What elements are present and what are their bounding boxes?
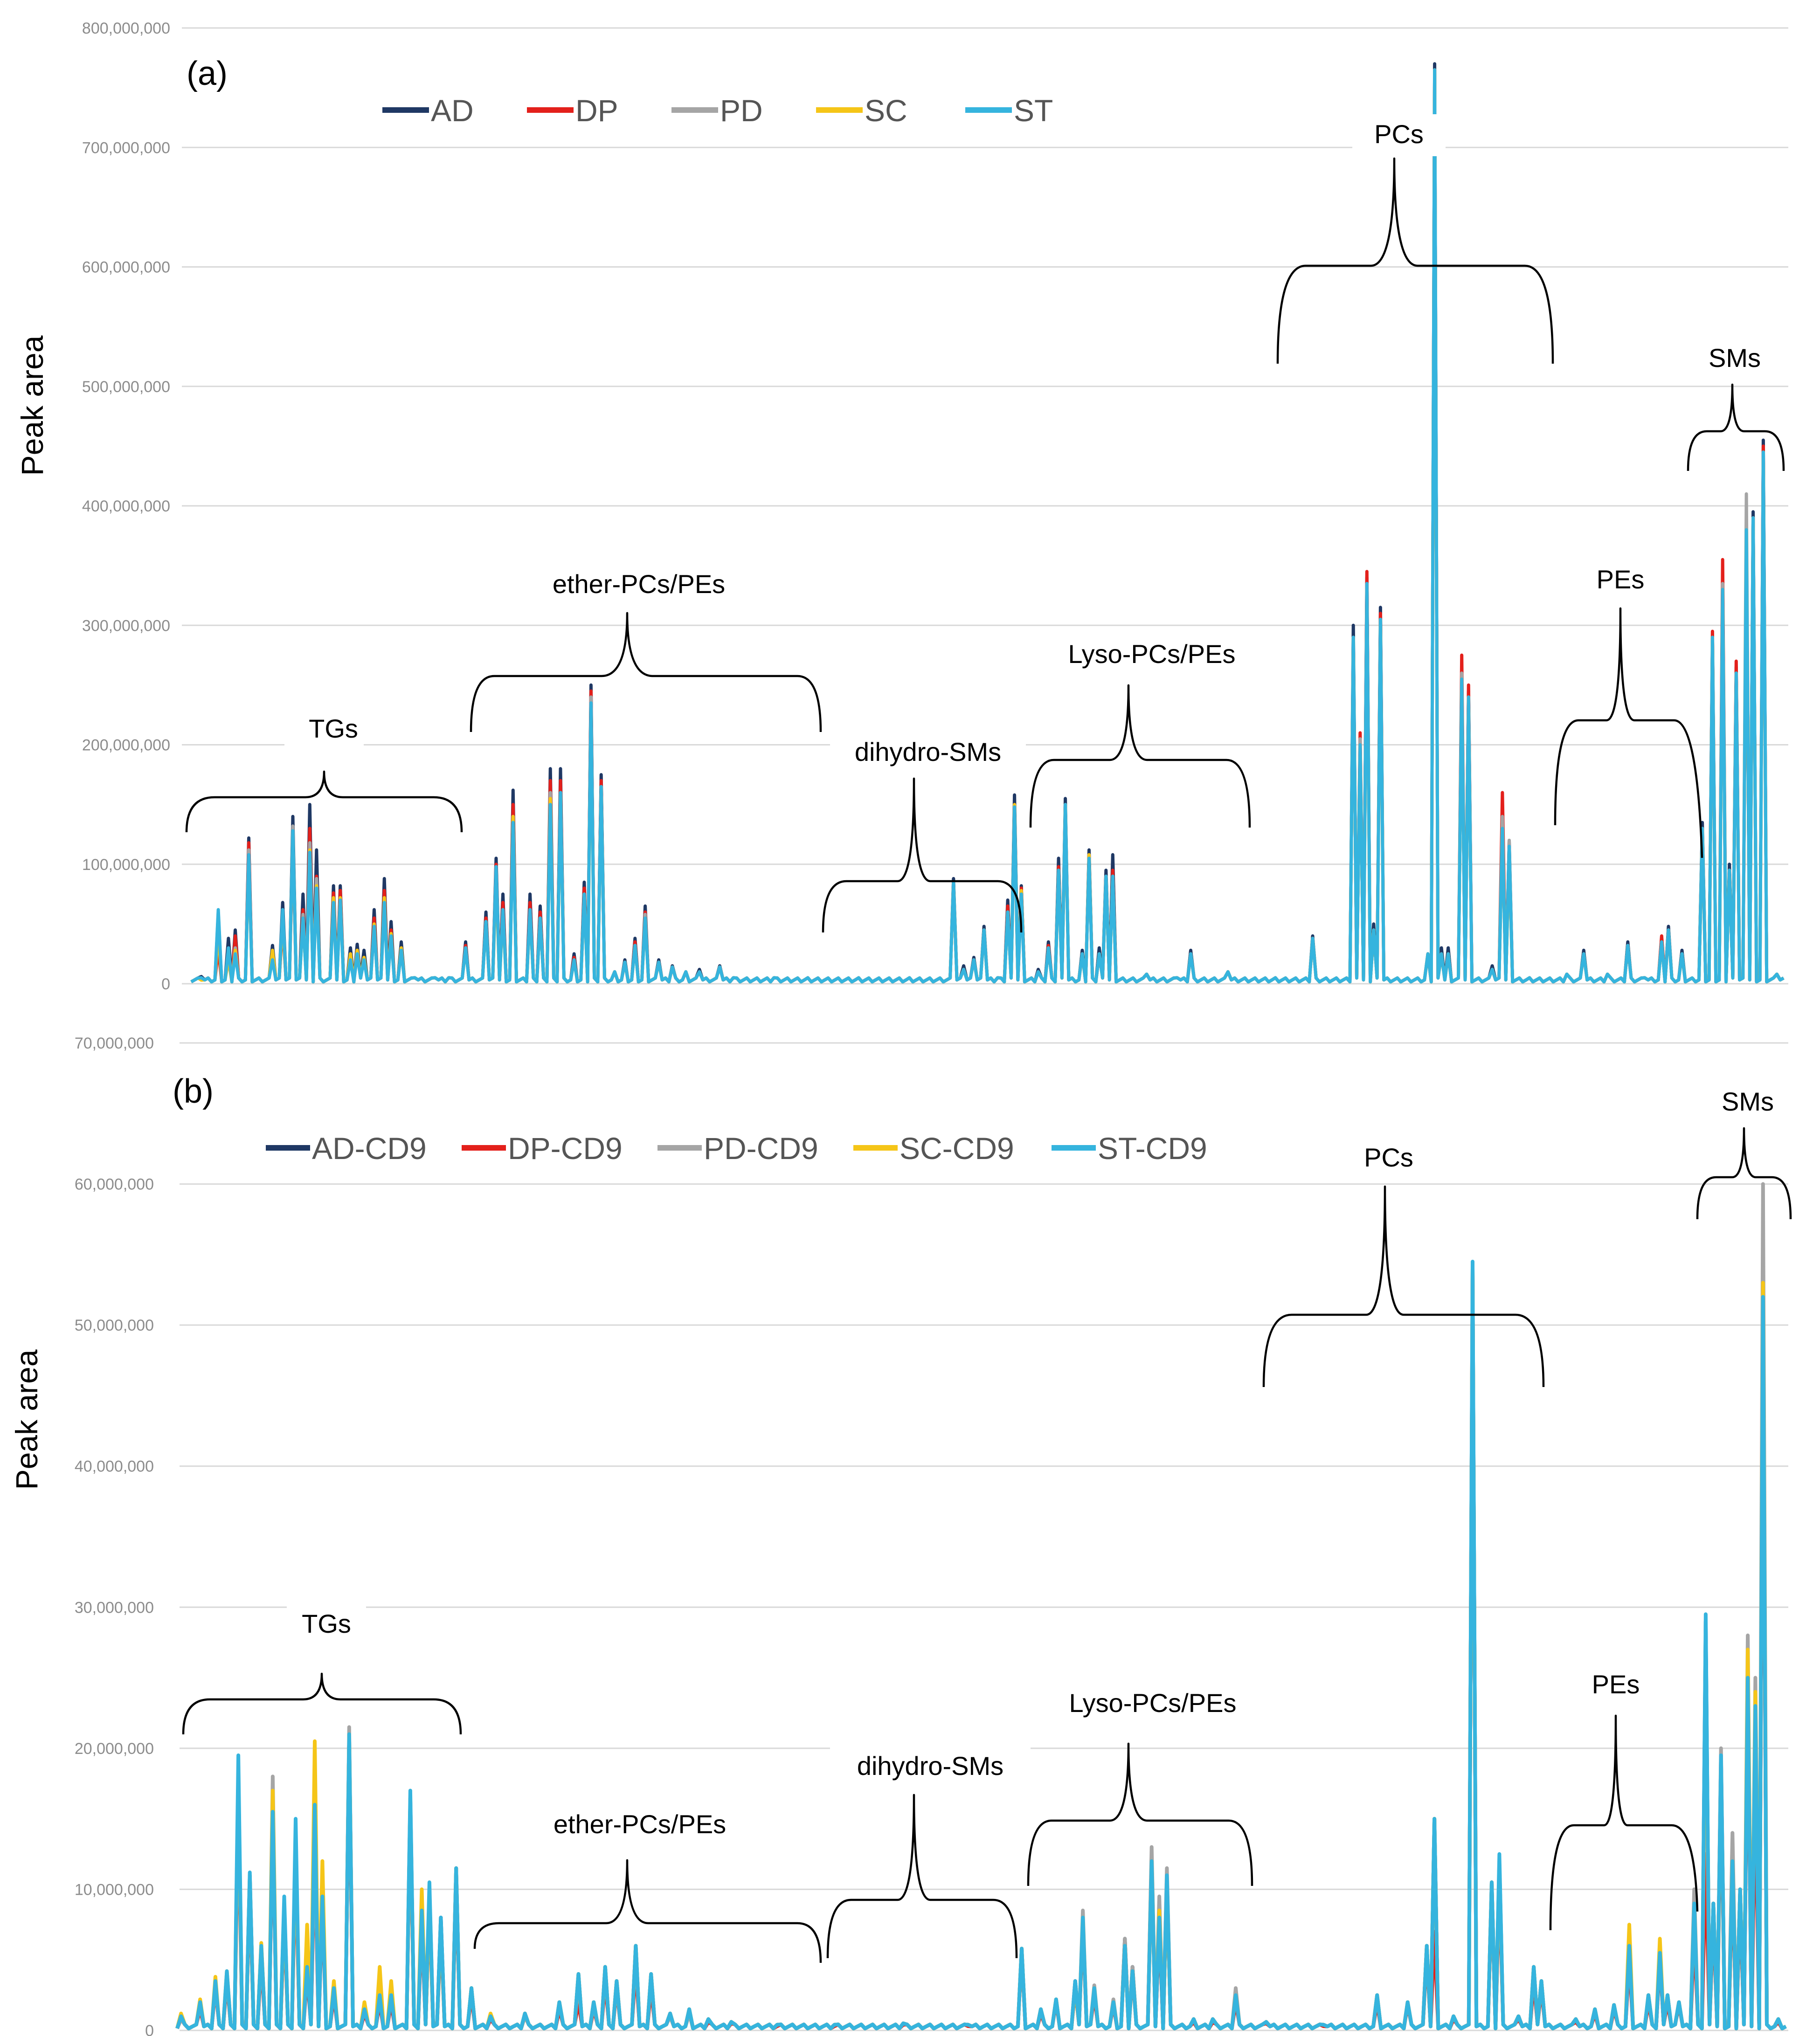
legend-label-pd: PD — [720, 93, 763, 128]
group-label-sms-a: SMs — [1709, 343, 1761, 373]
panel-a-y-ticks: 0 100,000,000 200,000,000 300,000,000 400,00… — [82, 20, 170, 993]
y-tick-label: 0 — [161, 975, 170, 993]
brace-ether-pcs-pes-a — [470, 612, 822, 732]
panel-b-legend: AD-CD9 DP-CD9 PD-CD9 SC-CD9 ST-CD9 — [238, 1119, 1245, 1173]
group-label-pcs-a: PCs — [1374, 119, 1424, 149]
y-tick-label: 60,000,000 — [75, 1176, 154, 1194]
legend-label-st-cd9: ST-CD9 — [1098, 1131, 1207, 1166]
y-tick-label: 100,000,000 — [82, 856, 170, 874]
group-label-ether-pcs-pes-b: ether-PCs/PEs — [554, 1809, 726, 1839]
group-label-tgs-b: TGs — [302, 1609, 351, 1638]
legend-label-st: ST — [1014, 93, 1053, 128]
panel-b-series-lines — [175, 1182, 1787, 2030]
brace-lyso-pcs-pes-a — [1029, 684, 1251, 828]
panel-a-legend: AD DP PD SC ST — [252, 91, 1073, 145]
brace-dihydro-sms-a — [822, 777, 1023, 933]
brace-sms-b — [1696, 1127, 1792, 1220]
legend-label-sc-cd9: SC-CD9 — [900, 1131, 1014, 1166]
brace-tgs-b — [182, 1672, 462, 1735]
group-label-pes-a: PEs — [1597, 565, 1645, 594]
panel-b-y-ticks: 0 10,000,000 20,000,000 30,000,000 40,000,00… — [75, 1035, 154, 2036]
y-tick-label: 10,000,000 — [75, 1881, 154, 1898]
y-tick-label: 70,000,000 — [75, 1035, 154, 1052]
group-label-pes-b: PEs — [1592, 1670, 1640, 1699]
brace-dihydro-sms-b — [826, 1794, 1018, 1959]
y-tick-label: 700,000,000 — [82, 139, 170, 157]
panel-a-y-axis-label: Peak area — [15, 335, 49, 476]
brace-pcs-b — [1262, 1185, 1545, 1387]
brace-pes-b — [1549, 1714, 1699, 1931]
legend-label-dp: DP — [575, 93, 618, 128]
series-line-st — [190, 68, 1785, 984]
y-tick-label: 20,000,000 — [75, 1740, 154, 1758]
y-tick-label: 200,000,000 — [82, 737, 170, 754]
panel-a-chart: 0 100,000,000 200,000,000 300,000,000 400,00… — [15, 20, 1788, 993]
panel-a-group-annotations: TGs ether-PCs/PEs dihydro-SMs Lyso-PCs/P… — [185, 114, 1785, 933]
group-label-tgs-a: TGs — [309, 714, 358, 743]
panel-b-group-annotations: TGs ether-PCs/PEs dihydro-SMs Lyso-PCs/P… — [182, 1082, 1792, 1963]
brace-ether-pcs-pes-b — [473, 1859, 822, 1963]
legend-label-ad-cd9: AD-CD9 — [312, 1131, 427, 1166]
series-line-st-cd9 — [175, 1260, 1787, 2030]
y-tick-label: 400,000,000 — [82, 497, 170, 515]
panel-b-y-axis-label: Peak area — [9, 1349, 44, 1490]
panel-a-gridlines — [182, 27, 1788, 985]
y-tick-label: 600,000,000 — [82, 259, 170, 276]
y-tick-label: 30,000,000 — [75, 1599, 154, 1616]
panel-b-label: (b) — [173, 1073, 214, 1110]
group-label-dihydro-sms-a: dihydro-SMs — [855, 737, 1001, 766]
y-tick-label: 0 — [145, 2022, 154, 2036]
legend-label-pd-cd9: PD-CD9 — [704, 1131, 818, 1166]
group-label-ether-pcs-pes-a: ether-PCs/PEs — [553, 569, 725, 599]
series-line-dp-cd9 — [175, 1274, 1787, 2030]
panel-b-gridlines — [180, 1042, 1788, 2031]
series-line-ad — [190, 62, 1785, 984]
panel-a-series-lines — [190, 62, 1785, 984]
y-tick-label: 50,000,000 — [75, 1317, 154, 1334]
legend-label-dp-cd9: DP-CD9 — [508, 1131, 623, 1166]
group-label-dihydro-sms-b: dihydro-SMs — [857, 1751, 1003, 1781]
y-tick-label: 300,000,000 — [82, 617, 170, 635]
panel-a-label: (a) — [187, 55, 228, 92]
brace-pcs-a — [1276, 157, 1554, 364]
brace-sms-a — [1687, 383, 1785, 471]
legend-label-sc: SC — [865, 93, 907, 128]
legend-label-ad: AD — [431, 93, 474, 128]
panel-b-chart: 0 10,000,000 20,000,000 30,000,000 40,000,00… — [9, 1035, 1792, 2036]
series-line-sc — [190, 68, 1785, 984]
y-tick-label: 800,000,000 — [82, 20, 170, 37]
series-line-ad-cd9 — [175, 1267, 1787, 2030]
brace-pes-a — [1554, 607, 1703, 858]
series-line-pd-cd9 — [175, 1182, 1787, 2030]
brace-lyso-pcs-pes-b — [1027, 1742, 1253, 1886]
series-line-sc-cd9 — [175, 1267, 1787, 2030]
group-label-pcs-b: PCs — [1364, 1143, 1413, 1172]
series-line-dp — [190, 68, 1785, 984]
series-line-pd — [190, 68, 1785, 984]
group-label-lyso-pcs-pes-b: Lyso-PCs/PEs — [1069, 1688, 1237, 1718]
group-label-sms-b: SMs — [1722, 1087, 1774, 1116]
group-label-lyso-pcs-pes-a: Lyso-PCs/PEs — [1068, 639, 1236, 669]
y-tick-label: 500,000,000 — [82, 378, 170, 396]
y-tick-label: 40,000,000 — [75, 1458, 154, 1476]
brace-tgs-a — [185, 770, 463, 833]
